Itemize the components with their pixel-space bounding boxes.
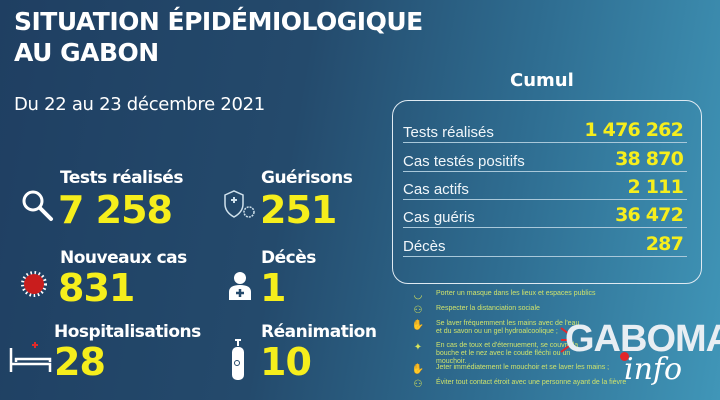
row-label: Cas guéris (403, 209, 475, 226)
tip-text: Respecter la distanciation sociale (436, 305, 540, 312)
stat-label: Réanimation (261, 322, 377, 342)
row-label: Cas actifs (403, 181, 469, 198)
stat-value: 28 (54, 340, 106, 384)
logo-dot-icon (620, 352, 629, 361)
stat-label: Hospitalisations (54, 322, 201, 342)
row-value: 1 476 262 (584, 119, 683, 141)
sneeze-icon: ✦ (413, 342, 423, 353)
cumul-table: Tests réalisés 1 476 262 Cas testés posit… (392, 100, 702, 284)
row-label: Décès (403, 238, 446, 255)
row-value: 36 472 (615, 204, 684, 226)
row-label: Cas testés positifs (403, 153, 525, 170)
stat-value: 10 (260, 340, 312, 384)
handwash-icon: ✋ (411, 320, 425, 331)
stat-label: Décès (261, 248, 316, 268)
tip-item: ✋ Jeter immédiatement le mouchoir et se l… (410, 364, 686, 376)
logo-rays-icon (560, 327, 570, 353)
magnifier-icon (22, 190, 53, 221)
gaboma-logo-sub: info (624, 352, 683, 387)
row-label: Tests réalisés (403, 124, 494, 141)
tip-text: Jeter immédiatement le mouchoir et se la… (436, 364, 610, 371)
stat-label: Guérisons (261, 168, 353, 188)
tip-text: En cas de toux et d'éternuement, se couv… (436, 342, 579, 365)
table-row: Cas actifs 2 111 (403, 172, 687, 200)
date-range: Du 22 au 23 décembre 2021 (14, 94, 265, 115)
stat-value: 251 (260, 188, 337, 232)
stat-value: 7 258 (58, 188, 173, 232)
title-line-2: AU GABON (14, 38, 159, 67)
tip-item: ✦ En cas de toux et d'éternuement, se cou… (410, 342, 586, 366)
tip-text: Se laver fréquemment les mains avec de l… (436, 320, 580, 335)
row-value: 287 (645, 233, 684, 255)
tip-text: Éviter tout contact étroit avec une pers… (436, 379, 627, 386)
virus-icon (21, 271, 47, 297)
row-value: 38 870 (615, 148, 684, 170)
contact-icon: ⚇ (413, 379, 423, 390)
title-line-1: SITUATION ÉPIDÉMIOLOGIQUE (14, 7, 423, 36)
table-row: Cas testés positifs 38 870 (403, 144, 687, 172)
distancing-icon: ⚇ (413, 305, 423, 316)
tip-item: ⚇ Éviter tout contact étroit avec une per… (410, 379, 686, 391)
table-row: Cas guéris 36 472 (403, 200, 687, 228)
tip-item: ◡ Porter un masque dans les lieux et espa… (410, 290, 686, 302)
cumul-title: Cumul (510, 70, 574, 91)
handwash-icon: ✋ (411, 364, 425, 375)
hospital-bed-icon (9, 342, 52, 372)
gaboma-logo: GABOMA (565, 318, 720, 360)
row-value: 2 111 (627, 176, 684, 198)
stat-label: Tests réalisés (60, 168, 183, 188)
shield-cross-icon (224, 190, 255, 218)
tip-item: ⚇ Respecter la distanciation sociale (410, 305, 686, 317)
mask-icon: ◡ (413, 290, 423, 301)
person-cross-icon (229, 272, 251, 300)
stat-value: 1 (260, 266, 286, 310)
tip-text: Porter un masque dans les lieux et espac… (436, 290, 596, 297)
table-row: Tests réalisés 1 476 262 (403, 115, 687, 143)
stat-value: 831 (58, 266, 135, 310)
table-row: Décès 287 (403, 229, 687, 257)
tip-item: ✋ Se laver fréquemment les mains avec de … (410, 320, 586, 336)
oxygen-tank-icon (232, 339, 244, 380)
stat-label: Nouveaux cas (60, 248, 187, 268)
page-title: SITUATION ÉPIDÉMIOLOGIQUE AU GABON (14, 6, 423, 68)
